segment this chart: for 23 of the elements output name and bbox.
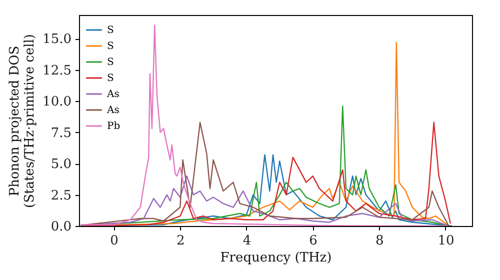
y-axis-title: Phonon projected DOS (States/THz·primitive cell) xyxy=(8,34,38,208)
legend-label: S xyxy=(107,73,114,84)
y-tick-label: 10.0 xyxy=(42,94,72,110)
x-tick-label: 10 xyxy=(438,234,454,248)
line-series xyxy=(80,175,450,226)
legend-label: As xyxy=(106,89,120,100)
x-tick-label: 4 xyxy=(242,234,252,248)
x-axis-title: Frequency (THz) xyxy=(220,250,332,266)
y-tick-label: 5.0 xyxy=(50,157,72,172)
legend-label: S xyxy=(107,25,114,36)
x-tick-label: 0 xyxy=(110,234,118,248)
legend-label: As xyxy=(106,105,120,116)
legend-label: S xyxy=(107,57,114,68)
x-tick-label: 8 xyxy=(376,234,384,248)
legend-label: Pb xyxy=(107,121,120,132)
y-tick-label: 12.5 xyxy=(42,63,72,78)
y-tick-label: 15.0 xyxy=(42,32,72,48)
y-tick-label: 0.0 xyxy=(50,220,72,234)
x-tick-label: 2 xyxy=(176,234,185,248)
legend-label: S xyxy=(107,41,114,52)
x-tick-label: 6 xyxy=(309,234,318,248)
y-tick-label: 2.5 xyxy=(50,188,72,204)
y-tick-label: 7.5 xyxy=(50,126,72,141)
